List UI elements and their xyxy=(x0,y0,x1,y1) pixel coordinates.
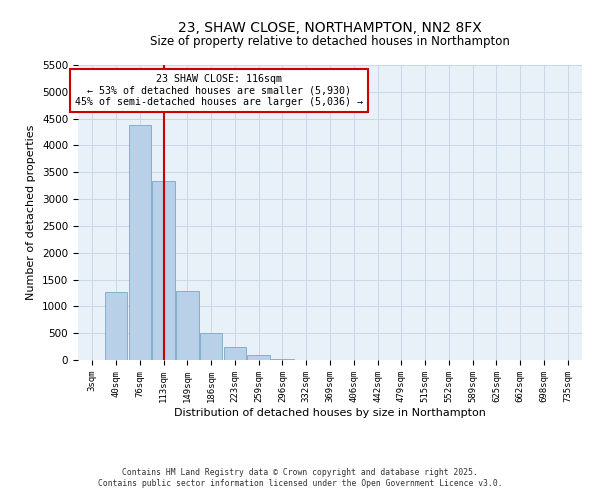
Text: 23, SHAW CLOSE, NORTHAMPTON, NN2 8FX: 23, SHAW CLOSE, NORTHAMPTON, NN2 8FX xyxy=(178,20,482,34)
X-axis label: Distribution of detached houses by size in Northampton: Distribution of detached houses by size … xyxy=(174,408,486,418)
Bar xyxy=(105,292,127,360)
Bar xyxy=(176,291,199,360)
Bar xyxy=(247,355,270,360)
Bar xyxy=(271,358,294,360)
Bar xyxy=(152,182,175,360)
Bar xyxy=(200,332,223,360)
Text: Size of property relative to detached houses in Northampton: Size of property relative to detached ho… xyxy=(150,34,510,48)
Y-axis label: Number of detached properties: Number of detached properties xyxy=(26,125,37,300)
Bar xyxy=(128,125,151,360)
Text: Contains HM Land Registry data © Crown copyright and database right 2025.
Contai: Contains HM Land Registry data © Crown c… xyxy=(98,468,502,487)
Bar xyxy=(224,347,246,360)
Text: 23 SHAW CLOSE: 116sqm
← 53% of detached houses are smaller (5,930)
45% of semi-d: 23 SHAW CLOSE: 116sqm ← 53% of detached … xyxy=(75,74,363,107)
